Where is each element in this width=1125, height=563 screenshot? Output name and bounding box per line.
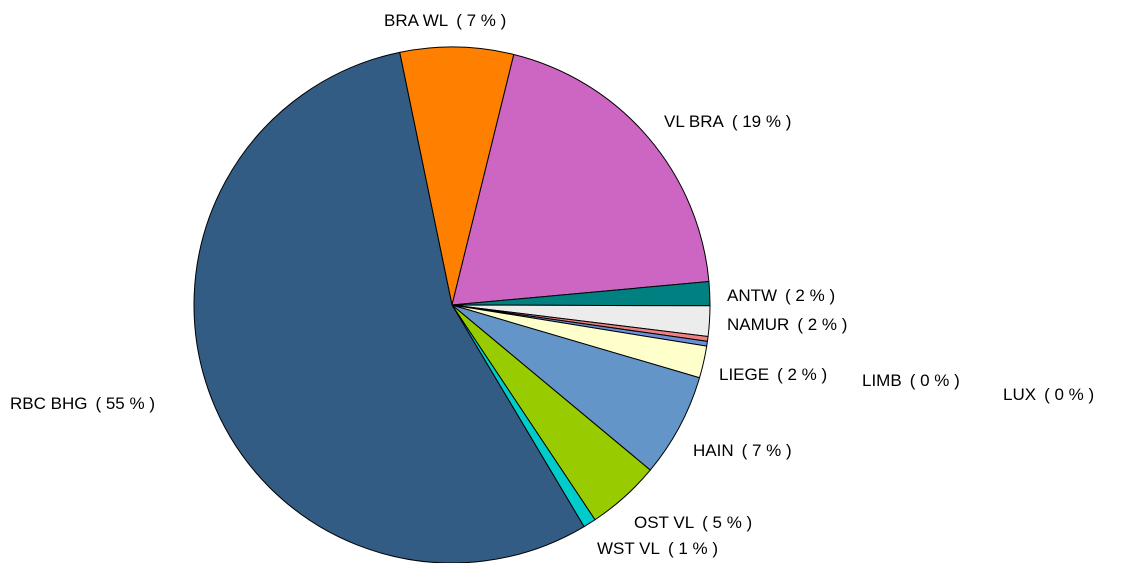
value-label: ( 7 % )	[742, 441, 792, 460]
category-label: ANTW	[727, 286, 777, 305]
category-label: VL BRA	[664, 112, 725, 131]
category-label: LIMB	[862, 371, 902, 390]
category-label: OST VL	[634, 513, 694, 532]
category-label: BRA WL	[384, 11, 448, 30]
value-label: ( 2 % )	[797, 315, 847, 334]
slice-label: WST VL ( 1 % )	[597, 539, 718, 558]
slice-label: ANTW ( 2 % )	[727, 286, 835, 305]
category-label: LUX	[1003, 385, 1036, 404]
slice-label: VL BRA ( 19 % )	[664, 112, 791, 131]
slice-label: OST VL ( 5 % )	[634, 513, 752, 532]
slice-label: BRA WL ( 7 % )	[384, 11, 506, 30]
value-label: ( 7 % )	[456, 11, 506, 30]
slice-label: NAMUR ( 2 % )	[727, 315, 847, 334]
pie-slice	[399, 46, 515, 306]
value-label: ( 0 % )	[910, 371, 960, 390]
slice-label: LIEGE ( 2 % )	[719, 365, 827, 384]
value-label: ( 2 % )	[777, 365, 827, 384]
pie-slice	[451, 53, 710, 306]
value-label: ( 0 % )	[1044, 385, 1094, 404]
category-label: RBC BHG	[10, 394, 87, 413]
category-label: LIEGE	[719, 365, 769, 384]
value-label: ( 2 % )	[785, 286, 835, 305]
value-label: ( 1 % )	[668, 539, 718, 558]
category-label: WST VL	[597, 539, 660, 558]
category-label: NAMUR	[727, 315, 789, 334]
slice-label: RBC BHG ( 55 % )	[10, 394, 155, 413]
value-label: ( 55 % )	[95, 394, 155, 413]
value-label: ( 19 % )	[732, 112, 792, 131]
value-label: ( 5 % )	[702, 513, 752, 532]
slice-label: HAIN ( 7 % )	[693, 441, 792, 460]
category-label: HAIN	[693, 441, 734, 460]
slice-label: LUX ( 0 % )	[1003, 385, 1094, 404]
slice-label: LIMB ( 0 % )	[862, 371, 960, 390]
